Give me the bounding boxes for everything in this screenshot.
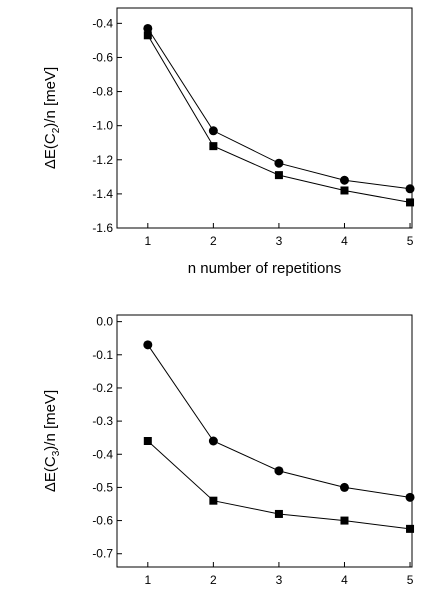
square-marker xyxy=(274,509,283,518)
plot-frame xyxy=(116,314,413,568)
x-tick-label: 5 xyxy=(407,573,414,587)
x-tick-label: 3 xyxy=(276,573,283,587)
square-marker xyxy=(274,171,283,180)
x-tick-label: 5 xyxy=(407,234,414,248)
x-tick-label: 2 xyxy=(210,573,217,587)
y-tick-label: -1.6 xyxy=(92,221,113,235)
y-tick-label: -0.5 xyxy=(92,480,113,494)
circle-marker xyxy=(339,175,349,185)
y-axis-label-rest: )/n [meV] xyxy=(42,67,59,128)
circle-marker xyxy=(274,466,284,476)
x-tick-label: 3 xyxy=(276,234,283,248)
y-tick-label: -0.6 xyxy=(92,514,113,528)
y-tick-label: -0.1 xyxy=(92,348,113,362)
y-tick-label: 0.0 xyxy=(96,315,113,329)
y-tick-label: -0.3 xyxy=(92,414,113,428)
circle-marker xyxy=(143,23,153,33)
y-axis-label: ΔE(C3)/n [meV] xyxy=(42,390,62,492)
y-tick-label: -1.4 xyxy=(92,187,113,201)
y-tick-label: -0.2 xyxy=(92,381,113,395)
plot-frame xyxy=(116,7,413,229)
square-marker xyxy=(340,516,349,525)
circle-marker xyxy=(274,158,284,168)
circle-marker xyxy=(143,340,153,350)
y-axis-label-main: ΔE(C xyxy=(42,133,59,169)
x-axis-label: n number of repetitions xyxy=(188,260,341,277)
square-marker xyxy=(209,496,218,505)
x-tick-label: 2 xyxy=(210,234,217,248)
circle-marker xyxy=(405,492,415,502)
square-marker xyxy=(143,437,152,445)
y-tick-label: -0.4 xyxy=(92,16,113,30)
square-marker xyxy=(340,186,349,195)
circle-marker xyxy=(405,184,415,194)
y-tick-label: -0.8 xyxy=(92,85,113,99)
y-tick-label: -0.7 xyxy=(92,547,113,561)
square-marker xyxy=(406,198,415,207)
y-axis-label-rest: )/n [meV] xyxy=(42,390,59,451)
y-tick-label: -1.0 xyxy=(92,119,113,133)
x-tick-label: 1 xyxy=(144,234,151,248)
circle-marker xyxy=(208,126,218,136)
y-axis-label-main: ΔE(C xyxy=(42,456,59,492)
square-marker xyxy=(406,524,415,533)
circle-marker xyxy=(339,482,349,492)
y-tick-label: -0.4 xyxy=(92,447,113,461)
y-axis-label-sub: 3 xyxy=(51,450,62,456)
y-axis-label: ΔE(C2)/n [meV] xyxy=(42,67,62,169)
x-tick-label: 1 xyxy=(144,573,151,587)
circle-marker xyxy=(208,436,218,446)
square-marker xyxy=(209,142,218,151)
x-tick-label: 4 xyxy=(341,234,348,248)
y-tick-label: -0.6 xyxy=(92,50,113,64)
y-axis-label-sub: 2 xyxy=(51,127,62,133)
x-tick-label: 4 xyxy=(341,573,348,587)
square-marker xyxy=(143,31,152,40)
y-tick-label: -1.2 xyxy=(92,153,113,167)
